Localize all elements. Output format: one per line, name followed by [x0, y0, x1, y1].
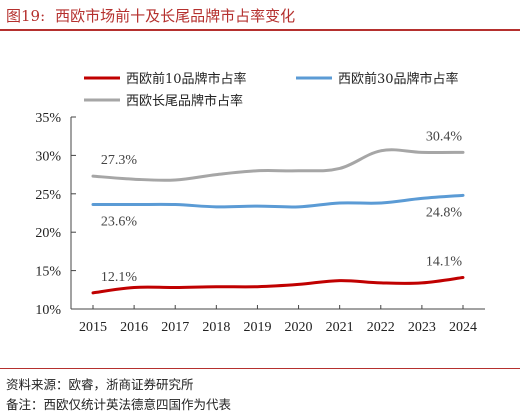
y-axis: 10% 15% 20% 25% 30% 35%: [35, 111, 76, 318]
figure-title-text: 西欧市场前十及长尾品牌市占率变化: [55, 7, 296, 25]
legend-label: 西欧长尾品牌市占率: [126, 93, 243, 109]
data-label: 12.1%: [101, 270, 138, 285]
data-label: 24.8%: [426, 205, 463, 220]
data-labels: 12.1% 14.1% 23.6% 24.8% 27.3% 30.4%: [101, 129, 463, 285]
series-lines: [91, 148, 465, 295]
x-tick-label: 2022: [367, 320, 395, 335]
footer-divider: [0, 368, 520, 369]
longtail-line: [91, 148, 465, 182]
y-tick-label: 15%: [35, 265, 61, 280]
data-label: 23.6%: [101, 215, 138, 230]
x-tick-label: 2016: [120, 320, 148, 335]
title-divider: [0, 29, 520, 31]
x-tick-label: 2023: [408, 320, 436, 335]
x-tick-label: 2018: [202, 320, 230, 335]
top10-line: [91, 276, 465, 295]
x-tick-label: 2024: [449, 320, 477, 335]
data-label: 30.4%: [426, 129, 463, 144]
figure-title: 图19: 西欧市场前十及长尾品牌市占率变化: [6, 5, 295, 26]
x-tick-label: 2015: [79, 320, 107, 335]
x-axis: 2015 2016 2017 2018 2019 2020 2021 2022 2023 2024: [71, 305, 485, 335]
legend-label: 西欧前30品牌市占率: [338, 71, 459, 87]
x-tick-label: 2020: [285, 320, 313, 335]
source-note: 资料来源：欧睿，浙商证券研究所: [6, 377, 194, 392]
y-tick-label: 20%: [35, 226, 61, 241]
data-label: 27.3%: [101, 153, 138, 168]
remark-note: 备注：西欧仅统计英法德意四国作为代表: [6, 397, 232, 412]
x-tick-label: 2017: [161, 320, 189, 335]
figure-number: 图19:: [6, 7, 46, 25]
y-tick-label: 10%: [35, 303, 61, 318]
data-label: 14.1%: [426, 255, 463, 270]
legend-label: 西欧前10品牌市占率: [126, 71, 247, 87]
top30-line: [91, 193, 465, 209]
y-tick-label: 25%: [35, 188, 61, 203]
y-tick-label: 35%: [35, 111, 61, 126]
x-tick-label: 2021: [326, 320, 354, 335]
y-tick-label: 30%: [35, 149, 61, 164]
x-tick-label: 2019: [243, 320, 271, 335]
